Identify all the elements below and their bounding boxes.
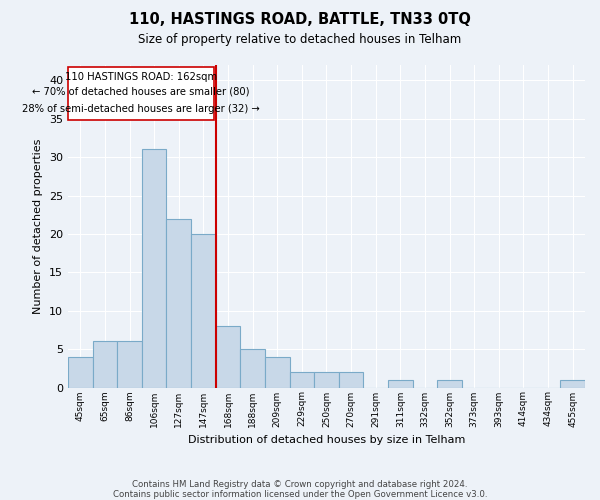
Bar — [241, 349, 265, 388]
Text: Contains public sector information licensed under the Open Government Licence v3: Contains public sector information licen… — [113, 490, 487, 499]
Bar — [142, 150, 166, 388]
Bar — [265, 357, 290, 388]
Bar — [388, 380, 413, 388]
Text: Size of property relative to detached houses in Telham: Size of property relative to detached ho… — [139, 32, 461, 46]
Text: ← 70% of detached houses are smaller (80): ← 70% of detached houses are smaller (80… — [32, 87, 250, 97]
Bar — [216, 326, 241, 388]
Bar — [314, 372, 339, 388]
Bar — [290, 372, 314, 388]
Bar — [339, 372, 364, 388]
X-axis label: Distribution of detached houses by size in Telham: Distribution of detached houses by size … — [188, 435, 465, 445]
Text: 110 HASTINGS ROAD: 162sqm: 110 HASTINGS ROAD: 162sqm — [65, 72, 217, 82]
Text: 28% of semi-detached houses are larger (32) →: 28% of semi-detached houses are larger (… — [22, 104, 260, 114]
Bar — [117, 342, 142, 388]
Y-axis label: Number of detached properties: Number of detached properties — [34, 138, 43, 314]
Bar — [437, 380, 462, 388]
Bar — [68, 357, 92, 388]
Text: Contains HM Land Registry data © Crown copyright and database right 2024.: Contains HM Land Registry data © Crown c… — [132, 480, 468, 489]
Bar — [191, 234, 216, 388]
Text: 110, HASTINGS ROAD, BATTLE, TN33 0TQ: 110, HASTINGS ROAD, BATTLE, TN33 0TQ — [129, 12, 471, 28]
Bar — [92, 342, 117, 388]
FancyBboxPatch shape — [68, 66, 214, 120]
Bar — [560, 380, 585, 388]
Bar — [166, 218, 191, 388]
